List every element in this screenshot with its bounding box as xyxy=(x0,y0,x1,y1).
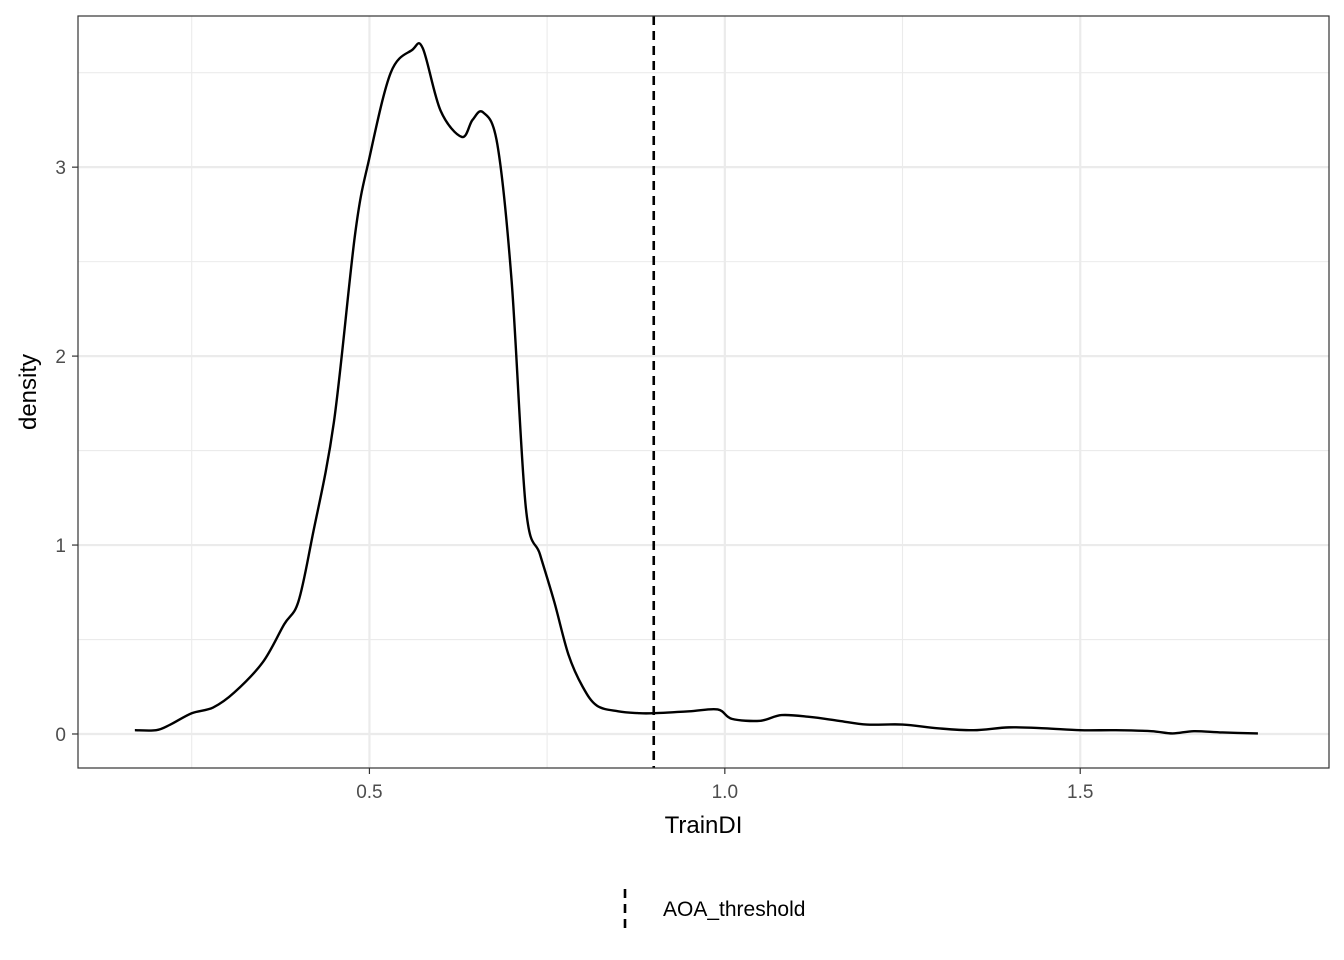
density-curve xyxy=(134,42,1258,735)
y-tick-label: 3 xyxy=(55,158,66,179)
x-tick-label: 1.0 xyxy=(712,782,738,803)
x-tick-label: 1.5 xyxy=(1067,782,1093,803)
x-axis-title: TrainDI xyxy=(665,812,743,839)
legend: AOA_threshold xyxy=(623,889,805,931)
y-tick-label: 0 xyxy=(55,725,66,746)
legend-label: AOA_threshold xyxy=(663,898,805,921)
y-axis-title: density xyxy=(15,354,42,430)
y-tick-label: 2 xyxy=(55,347,66,368)
panel-background xyxy=(78,16,1329,768)
y-tick-label: 1 xyxy=(55,536,66,557)
x-tick-label: 0.5 xyxy=(356,782,382,803)
panel-border xyxy=(77,15,1330,769)
